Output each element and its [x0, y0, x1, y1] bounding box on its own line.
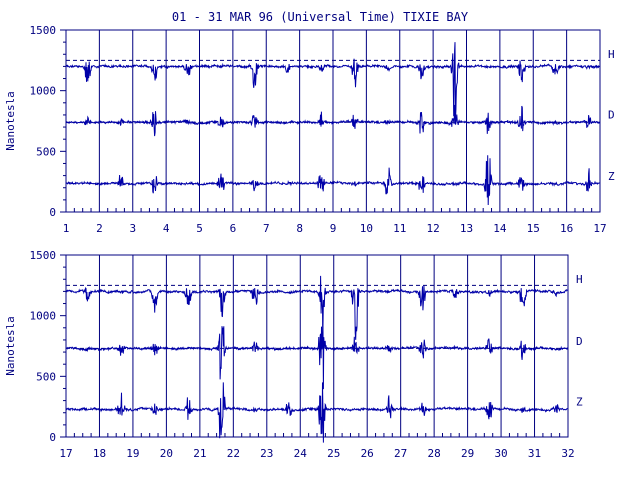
y-tick-label-1000: 1000	[30, 310, 57, 323]
series-line-D	[65, 104, 601, 137]
x-tick-label-31: 31	[528, 447, 541, 460]
bottom-panel: 17 18 19 20 21 22 23 24 25 26 27 28 29 30 31 32 0 500 1000…	[4, 249, 583, 460]
x-tick-label-17: 17	[593, 222, 606, 235]
legend-label-D: D	[576, 335, 583, 348]
x-tick-label-28: 28	[428, 447, 441, 460]
x-tick-label-25: 25	[327, 447, 340, 460]
x-tick-label-16: 16	[560, 222, 573, 235]
y-tick-label-1500: 1500	[30, 24, 57, 37]
x-tick-label-15: 15	[527, 222, 540, 235]
y-tick-label-1000: 1000	[30, 85, 57, 98]
x-tick-label-17: 17	[59, 447, 72, 460]
x-tick-label-5: 5	[196, 222, 203, 235]
y-tick-label-500: 500	[36, 145, 56, 158]
x-tick-label-29: 29	[461, 447, 474, 460]
x-tick-label-22: 22	[227, 447, 240, 460]
x-tick-label-20: 20	[160, 447, 173, 460]
y-tick-label-1500: 1500	[30, 249, 57, 262]
x-tick-label-32: 32	[561, 447, 574, 460]
legend-label-Z: Z	[576, 395, 583, 408]
series-line-Z	[65, 155, 601, 206]
y-axis-label: Nanotesla	[4, 91, 17, 151]
x-tick-label-9: 9	[330, 222, 337, 235]
top-panel: 1 2 3 4 5 6 7 8 9 10 11 12 13 14 15 16 17050010001500Nan…	[4, 24, 615, 235]
x-tick-label-4: 4	[163, 222, 170, 235]
x-tick-label-18: 18	[93, 447, 106, 460]
x-tick-label-23: 23	[260, 447, 273, 460]
y-axis-label: Nanotesla	[4, 316, 17, 376]
x-tick-label-19: 19	[126, 447, 139, 460]
y-tick-label-0: 0	[49, 206, 56, 219]
series-line-H	[65, 275, 569, 340]
x-tick-label-26: 26	[361, 447, 374, 460]
x-tick-label-6: 6	[230, 222, 237, 235]
x-tick-label-21: 21	[193, 447, 206, 460]
x-tick-label-2: 2	[96, 222, 103, 235]
x-tick-label-24: 24	[294, 447, 308, 460]
y-tick-label-500: 500	[36, 370, 56, 383]
legend-label-H: H	[576, 273, 583, 286]
series-line-Z	[65, 382, 568, 443]
chart-title: 01 - 31 MAR 96 (Universal Time) TIXIE BA…	[172, 10, 469, 24]
x-tick-label-27: 27	[394, 447, 407, 460]
x-tick-label-3: 3	[129, 222, 136, 235]
legend-label-Z: Z	[608, 170, 615, 183]
legend-label-D: D	[608, 109, 615, 122]
x-tick-label-8: 8	[296, 222, 303, 235]
series-line-H	[65, 42, 600, 120]
x-tick-label-10: 10	[360, 222, 373, 235]
x-tick-label-7: 7	[263, 222, 270, 235]
x-tick-label-1: 1	[63, 222, 70, 235]
legend-label-H: H	[608, 48, 615, 61]
series-line-D	[65, 312, 569, 390]
x-tick-label-11: 11	[393, 222, 406, 235]
y-tick-label-0: 0	[49, 431, 56, 444]
x-tick-label-14: 14	[493, 222, 507, 235]
x-tick-label-30: 30	[494, 447, 507, 460]
x-tick-label-13: 13	[460, 222, 473, 235]
x-tick-label-12: 12	[427, 222, 440, 235]
